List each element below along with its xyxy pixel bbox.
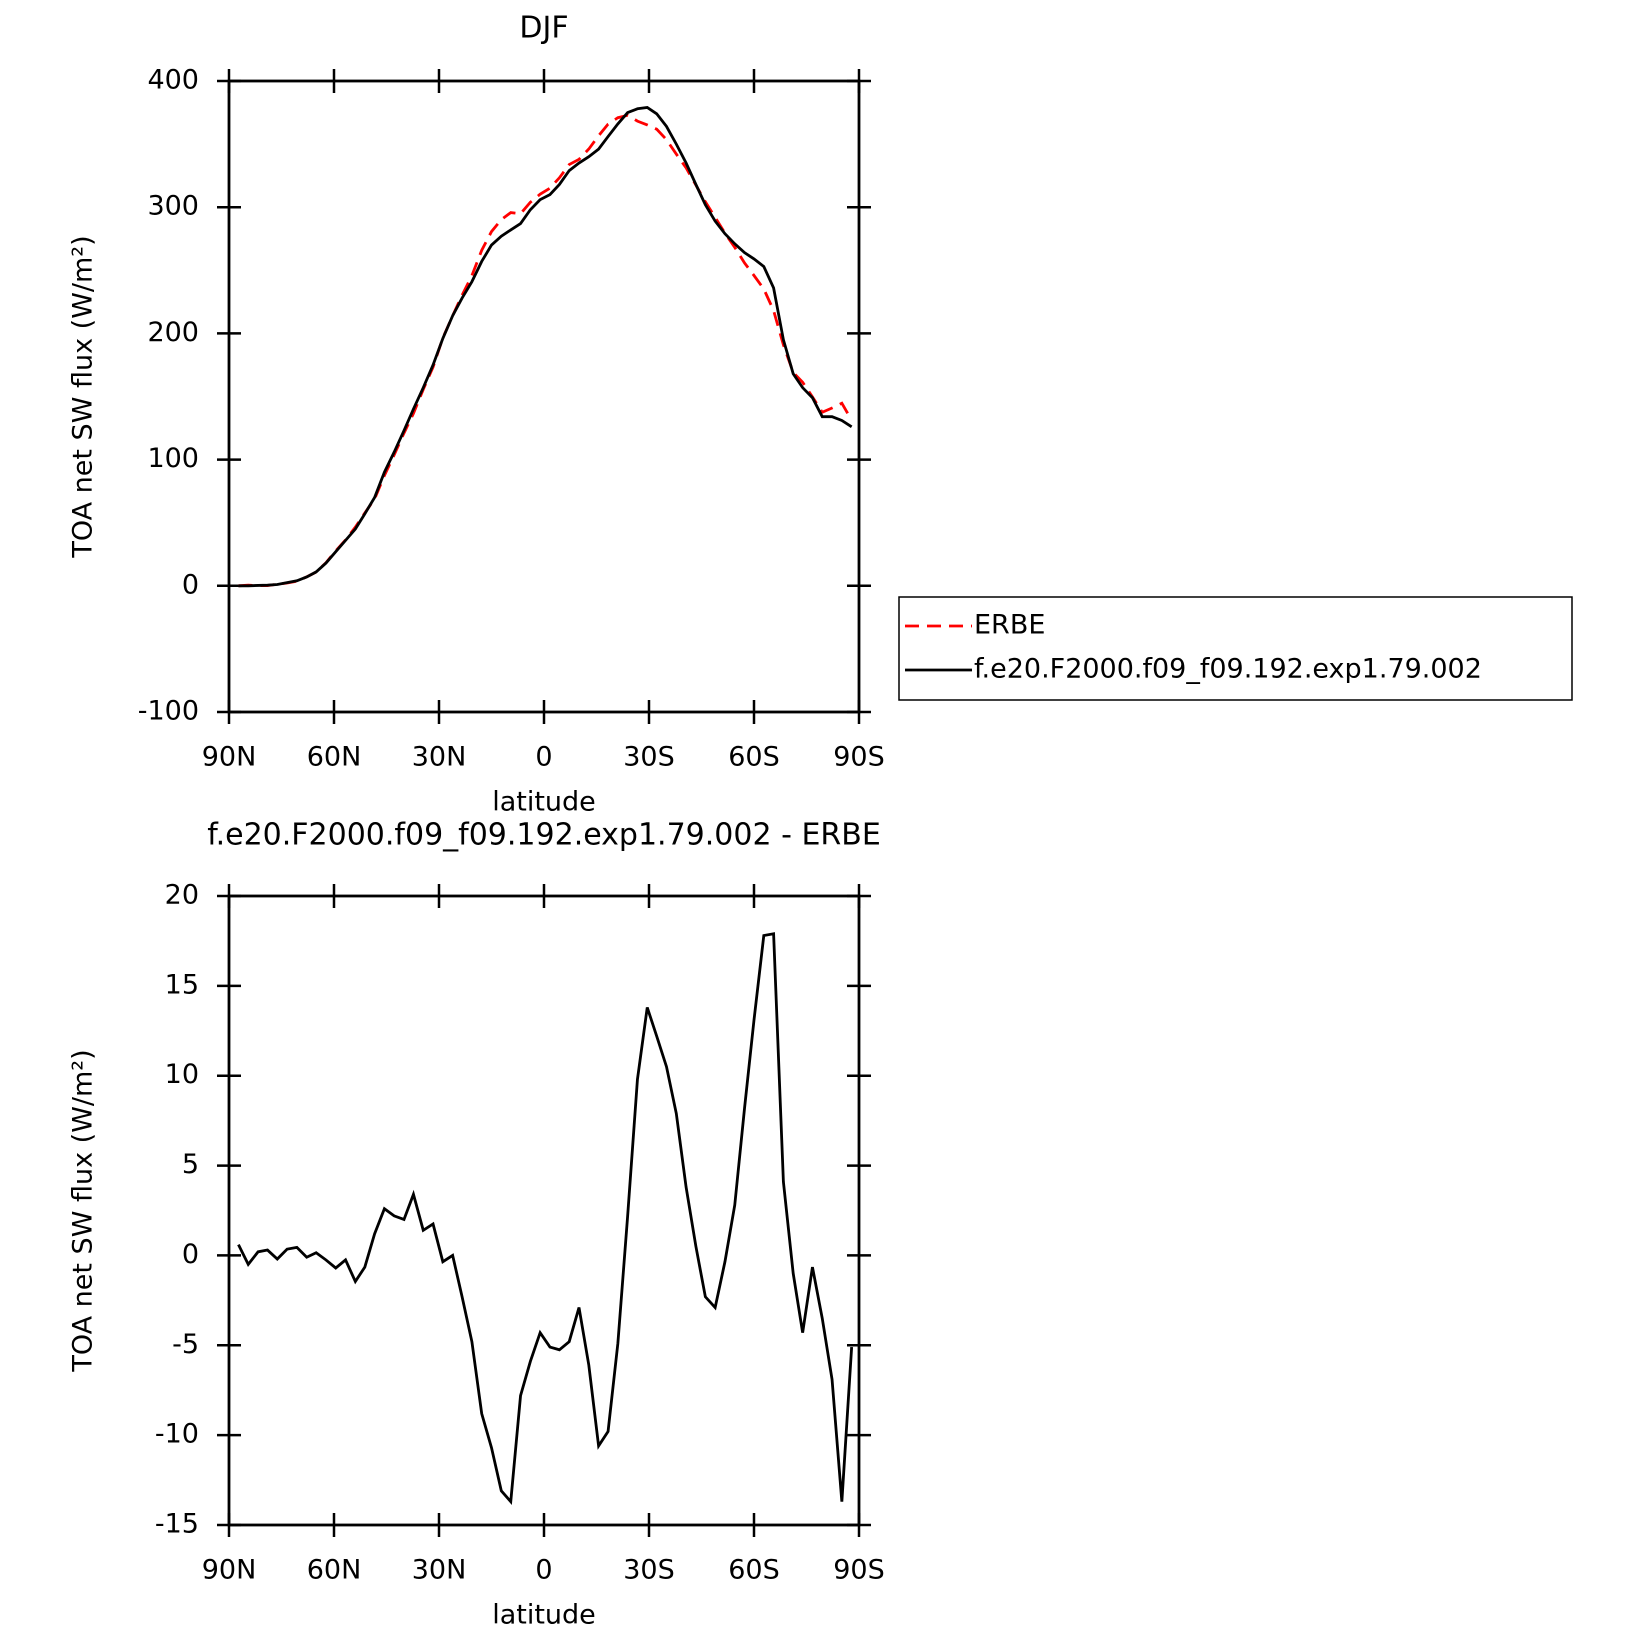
- x-tick-label: 30N: [412, 742, 467, 773]
- series-line: [237, 932, 854, 1506]
- y-tick-label: 0: [182, 569, 199, 600]
- y-axis-label: TOA net SW flux (W/m²): [68, 1049, 99, 1372]
- y-tick-label: -100: [138, 696, 199, 727]
- x-tick-label: 60S: [728, 1555, 780, 1586]
- y-tick-label: 20: [165, 880, 199, 911]
- chart-title: DJF: [519, 11, 568, 46]
- x-tick-label: 90S: [833, 1555, 885, 1586]
- series-line: [238, 106, 853, 588]
- y-tick-label: 300: [147, 191, 199, 222]
- y-tick-label: -15: [155, 1509, 199, 1540]
- x-tick-label: 90N: [202, 1555, 257, 1586]
- chart-title: f.e20.F2000.f09_f09.192.exp1.79.002 - ER…: [207, 818, 881, 853]
- x-tick-label: 90S: [833, 742, 885, 773]
- plot-frame: [227, 79, 861, 714]
- x-tick-label: 30S: [623, 1555, 675, 1586]
- x-tick-label: 60N: [307, 1555, 362, 1586]
- plot-frame: [227, 894, 861, 1527]
- x-tick-label: 90N: [202, 742, 257, 773]
- x-axis-label: latitude: [492, 1600, 596, 1630]
- legend-box: [898, 596, 1573, 701]
- x-axis-label: latitude: [492, 787, 596, 818]
- x-tick-label: 0: [535, 742, 552, 773]
- y-tick-label: 15: [165, 969, 199, 1000]
- x-tick-label: 30N: [412, 1555, 467, 1586]
- y-tick-label: 400: [147, 65, 199, 96]
- y-tick-label: 200: [147, 317, 199, 348]
- x-tick-label: 0: [535, 1555, 552, 1586]
- series-line: [238, 113, 853, 588]
- legend-label: f.e20.F2000.f09_f09.192.exp1.79.002: [974, 654, 1482, 685]
- y-tick-label: 10: [165, 1059, 199, 1090]
- x-tick-label: 60N: [307, 742, 362, 773]
- y-tick-label: -10: [155, 1419, 199, 1450]
- y-tick-label: 100: [147, 443, 199, 474]
- x-tick-label: 60S: [728, 742, 780, 773]
- x-tick-label: 30S: [623, 742, 675, 773]
- y-axis-label: TOA net SW flux (W/m²): [68, 235, 99, 558]
- y-tick-label: -5: [172, 1329, 199, 1360]
- y-tick-label: 5: [182, 1149, 199, 1180]
- legend-label: ERBE: [974, 610, 1045, 641]
- y-tick-label: 0: [182, 1239, 199, 1270]
